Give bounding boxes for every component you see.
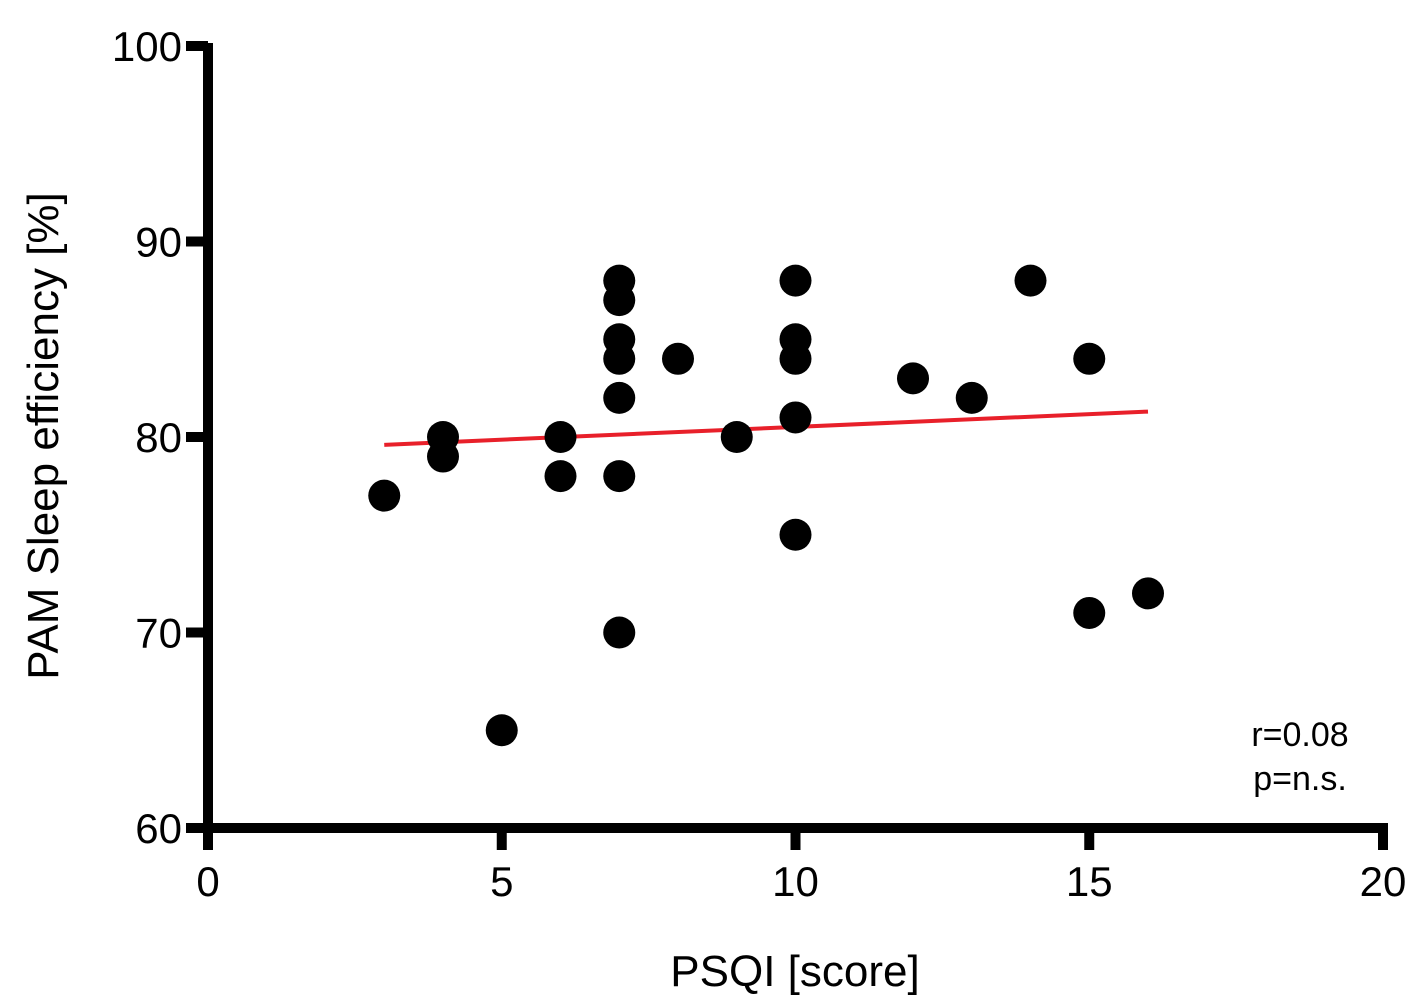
- data-point: [603, 460, 636, 493]
- data-point: [603, 381, 636, 414]
- data-point: [779, 401, 812, 434]
- x-tick-label: 5: [490, 858, 513, 905]
- x-tick-label: 15: [1066, 858, 1113, 905]
- data-point: [544, 421, 577, 453]
- p-value-annotation: p=n.s.: [1253, 760, 1347, 798]
- fit-line-layer: [384, 409, 1149, 447]
- data-point: [1073, 596, 1106, 629]
- data-point: [779, 264, 812, 297]
- ticks-layer: 60 70 80 90 100 0 5 10 15 20: [112, 23, 1406, 905]
- data-point: [603, 342, 636, 375]
- data-point: [603, 284, 636, 317]
- axes-layer: [203, 43, 1388, 833]
- y-tick-label: 60: [135, 805, 182, 852]
- data-point: [485, 714, 518, 747]
- correlation-annotation: r=0.08: [1251, 716, 1348, 754]
- data-point: [779, 518, 812, 551]
- data-point: [603, 616, 636, 649]
- x-axis-title: PSQI [score]: [670, 947, 919, 996]
- data-point: [720, 421, 753, 453]
- y-tick-label: 80: [135, 414, 182, 461]
- data-point: [368, 479, 401, 512]
- x-tick-label: 20: [1360, 858, 1407, 905]
- y-tick-label: 70: [135, 610, 182, 657]
- x-tick-label: 10: [772, 858, 819, 905]
- regression-line: [384, 409, 1149, 447]
- x-tick-label: 0: [196, 858, 219, 905]
- points-layer: [368, 264, 1164, 747]
- data-point: [1073, 342, 1106, 375]
- data-point: [1132, 577, 1164, 610]
- data-point: [897, 362, 929, 395]
- data-point: [955, 381, 988, 414]
- data-point: [1014, 264, 1047, 297]
- data-point: [662, 342, 694, 375]
- y-axis-title: PAM Sleep efficiency [%]: [19, 192, 68, 679]
- y-tick-label: 90: [135, 219, 182, 266]
- y-tick-label: 100: [112, 23, 182, 70]
- data-point: [544, 460, 577, 493]
- data-point: [427, 440, 459, 473]
- data-point: [779, 342, 812, 375]
